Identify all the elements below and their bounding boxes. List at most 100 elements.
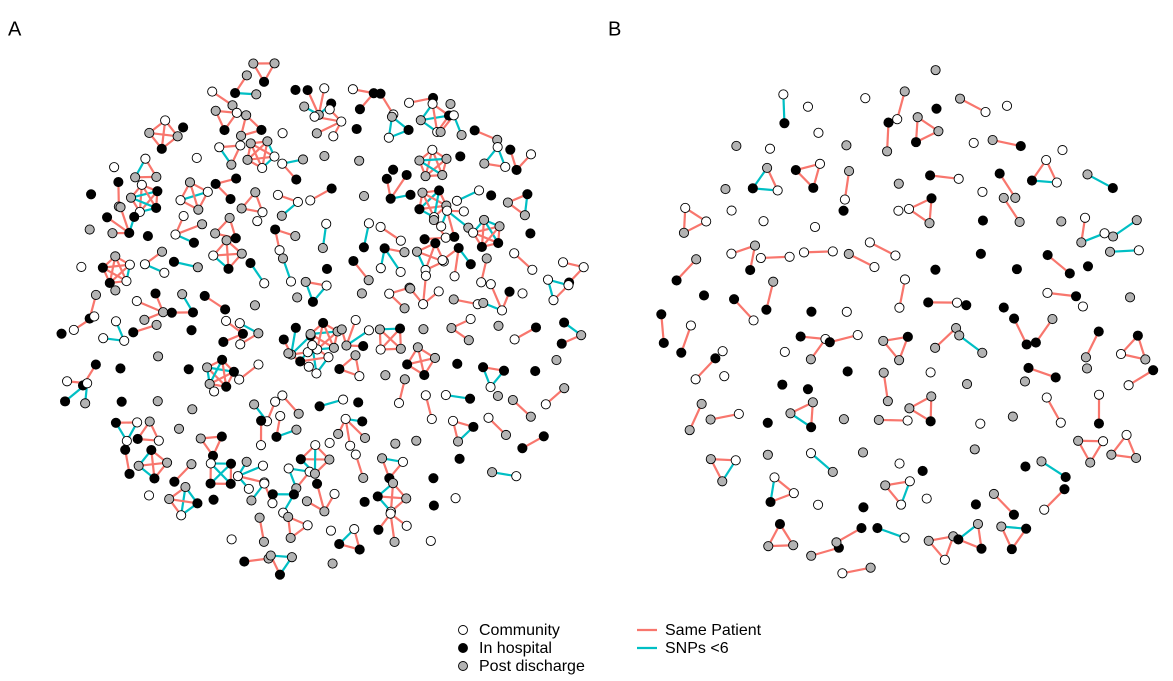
- node: [844, 166, 855, 177]
- node: [418, 299, 429, 310]
- node: [245, 258, 256, 269]
- node: [899, 532, 910, 543]
- node: [336, 324, 347, 335]
- node: [768, 276, 779, 287]
- node: [354, 155, 365, 166]
- node: [838, 205, 849, 216]
- node: [726, 248, 737, 259]
- node: [418, 324, 429, 335]
- node: [500, 429, 512, 441]
- node: [340, 413, 351, 425]
- node: [511, 164, 522, 175]
- node: [953, 173, 964, 184]
- node: [374, 324, 385, 335]
- node: [525, 149, 537, 160]
- node: [904, 403, 915, 414]
- node: [802, 384, 814, 395]
- node: [302, 347, 313, 358]
- node: [762, 417, 773, 428]
- node: [465, 314, 476, 325]
- node: [504, 286, 515, 297]
- node: [217, 354, 228, 365]
- node: [379, 243, 390, 254]
- node: [882, 396, 893, 407]
- node: [375, 263, 386, 274]
- node: [80, 398, 91, 409]
- node: [288, 489, 299, 500]
- node: [890, 250, 901, 261]
- node: [902, 331, 913, 342]
- node: [419, 234, 430, 245]
- node: [124, 468, 135, 479]
- node: [1082, 261, 1094, 272]
- node: [341, 340, 352, 351]
- node: [437, 255, 448, 266]
- node: [205, 458, 216, 469]
- node: [110, 316, 122, 327]
- node: [412, 342, 423, 353]
- node: [425, 535, 436, 547]
- node: [116, 396, 127, 407]
- node: [925, 367, 936, 378]
- node: [236, 248, 247, 259]
- node: [1041, 392, 1052, 403]
- node: [172, 131, 183, 142]
- node: [230, 87, 241, 99]
- node: [210, 228, 221, 239]
- node: [327, 558, 338, 569]
- node: [790, 165, 801, 176]
- node: [107, 228, 118, 239]
- node: [814, 158, 826, 169]
- node: [1077, 301, 1088, 312]
- node: [178, 122, 189, 133]
- node: [525, 411, 536, 422]
- node: [1148, 365, 1159, 376]
- node: [500, 161, 511, 172]
- node: [176, 510, 187, 521]
- node: [448, 294, 459, 305]
- node: [221, 381, 232, 392]
- node: [305, 195, 316, 206]
- node: [262, 136, 273, 147]
- node: [765, 496, 776, 508]
- node: [234, 318, 245, 329]
- node: [717, 476, 728, 487]
- node: [436, 221, 447, 232]
- node: [530, 366, 541, 377]
- node: [401, 169, 412, 181]
- node: [354, 544, 365, 555]
- node: [305, 328, 316, 340]
- node: [150, 288, 161, 299]
- node: [1093, 326, 1104, 337]
- node: [479, 158, 490, 169]
- node: [684, 425, 695, 436]
- node: [453, 242, 464, 254]
- node: [696, 398, 707, 409]
- node: [747, 183, 758, 194]
- node: [259, 76, 270, 87]
- node: [563, 280, 574, 291]
- node: [310, 440, 321, 451]
- node: [241, 110, 252, 121]
- node: [452, 358, 463, 369]
- node: [779, 118, 790, 129]
- node: [745, 265, 756, 276]
- node: [841, 306, 852, 317]
- node: [385, 193, 396, 204]
- node: [231, 173, 242, 184]
- node: [813, 127, 824, 138]
- node: [843, 248, 854, 260]
- node: [538, 431, 549, 442]
- node: [354, 371, 365, 382]
- node: [249, 300, 261, 311]
- node: [354, 104, 365, 115]
- legend-swatch: [458, 643, 468, 653]
- node: [373, 524, 384, 535]
- node: [465, 259, 476, 270]
- node: [415, 115, 426, 126]
- node: [910, 137, 922, 148]
- node: [437, 170, 448, 181]
- node: [214, 142, 225, 153]
- node: [278, 334, 289, 345]
- node: [277, 390, 288, 401]
